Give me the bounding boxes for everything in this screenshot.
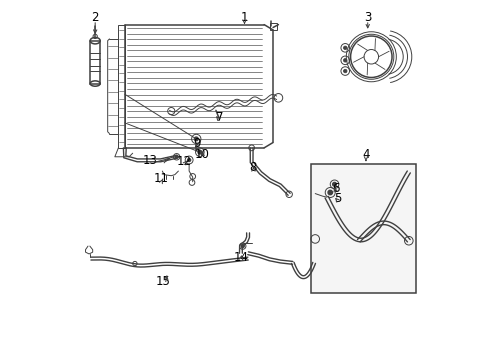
Circle shape <box>241 245 244 248</box>
Circle shape <box>175 156 178 158</box>
Text: 4: 4 <box>362 148 369 162</box>
Text: 8: 8 <box>249 161 257 174</box>
Text: 6: 6 <box>331 183 339 195</box>
Circle shape <box>343 69 346 73</box>
Circle shape <box>198 150 201 154</box>
Text: 9: 9 <box>193 137 201 150</box>
Bar <box>90 41 100 84</box>
Bar <box>310 164 415 293</box>
Circle shape <box>343 59 346 62</box>
Circle shape <box>194 137 198 141</box>
Text: 1: 1 <box>240 11 248 24</box>
Text: 13: 13 <box>142 154 157 167</box>
Text: 11: 11 <box>154 172 169 185</box>
Text: 14: 14 <box>233 251 248 264</box>
Text: 5: 5 <box>334 192 341 205</box>
Text: 2: 2 <box>91 11 99 24</box>
Circle shape <box>332 183 336 186</box>
Bar <box>269 23 276 30</box>
Text: 3: 3 <box>363 11 371 24</box>
Text: 7: 7 <box>215 111 223 124</box>
Circle shape <box>327 190 332 195</box>
Text: 12: 12 <box>177 155 192 168</box>
Text: 15: 15 <box>156 275 170 288</box>
Circle shape <box>343 46 346 50</box>
Circle shape <box>187 158 190 161</box>
Text: 10: 10 <box>194 148 209 161</box>
Bar <box>118 24 124 148</box>
